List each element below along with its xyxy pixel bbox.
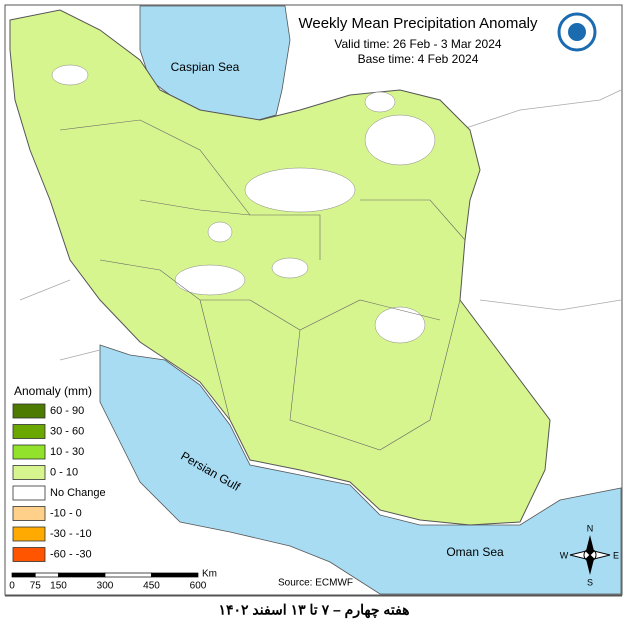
logo-center [568, 23, 586, 41]
border-line [19, 89, 622, 361]
sea-label: Caspian Sea [171, 60, 240, 74]
compass-ring [583, 548, 597, 562]
patch [174, 264, 246, 296]
legend-label: 10 - 30 [50, 446, 84, 458]
legend-label: -30 - -10 [50, 528, 92, 540]
legend-swatch [12, 526, 46, 542]
scale-segment [34, 572, 59, 578]
base-time: Base time: 4 Feb 2024 [358, 52, 479, 66]
patch [271, 257, 309, 279]
legend-title: Anomaly (mm) [14, 384, 92, 398]
province-borders [59, 119, 466, 451]
scale-unit: Km [202, 569, 217, 580]
caption: هفته چهارم – ۷ تا ۱۳ اسفند ۱۴۰۲ [218, 602, 409, 619]
scale-label: 300 [97, 581, 114, 592]
legend-swatch [12, 465, 46, 480]
compass [569, 535, 611, 575]
patch [374, 306, 426, 344]
scale-label: 150 [50, 581, 67, 592]
scale-segment [104, 572, 152, 578]
no-change-patches [51, 64, 436, 344]
scale-label: 0 [9, 581, 15, 592]
legend-label: -60 - -30 [50, 548, 92, 560]
compass-e: E [613, 550, 619, 560]
compass-arrow [569, 550, 611, 560]
scale-label: 75 [30, 581, 42, 592]
gulf-waters [99, 344, 622, 595]
source-note: Source: ECMWF [278, 578, 353, 589]
compass-s: S [587, 577, 593, 587]
scale-segment [58, 572, 106, 578]
legend-label: -10 - 0 [50, 507, 82, 519]
scale-label: 450 [143, 581, 160, 592]
scale-segment [11, 572, 36, 578]
map-title: Weekly Mean Precipitation Anomaly [298, 15, 538, 32]
legend-swatch [12, 547, 46, 562]
legend-swatch [12, 485, 46, 501]
legend-swatch [12, 424, 46, 439]
legend-label: 60 - 90 [50, 405, 84, 417]
legend-label: 0 - 10 [50, 466, 78, 478]
legend-swatch [12, 403, 46, 419]
legend-label: No Change [50, 487, 106, 499]
compass-n: N [587, 523, 594, 533]
scale-segment [151, 572, 199, 578]
patch [207, 221, 233, 243]
legend-label: 30 - 60 [50, 425, 84, 437]
patch [364, 91, 396, 113]
patch [364, 114, 436, 166]
patch [51, 64, 89, 86]
legend-swatch [12, 506, 46, 521]
scale-label: 600 [190, 581, 207, 592]
sea-label: Oman Sea [446, 545, 504, 559]
valid-time: Valid time: 26 Feb - 3 Mar 2024 [334, 37, 502, 51]
legend-swatch [12, 444, 46, 460]
patch [244, 167, 356, 213]
compass-w: W [560, 550, 569, 560]
